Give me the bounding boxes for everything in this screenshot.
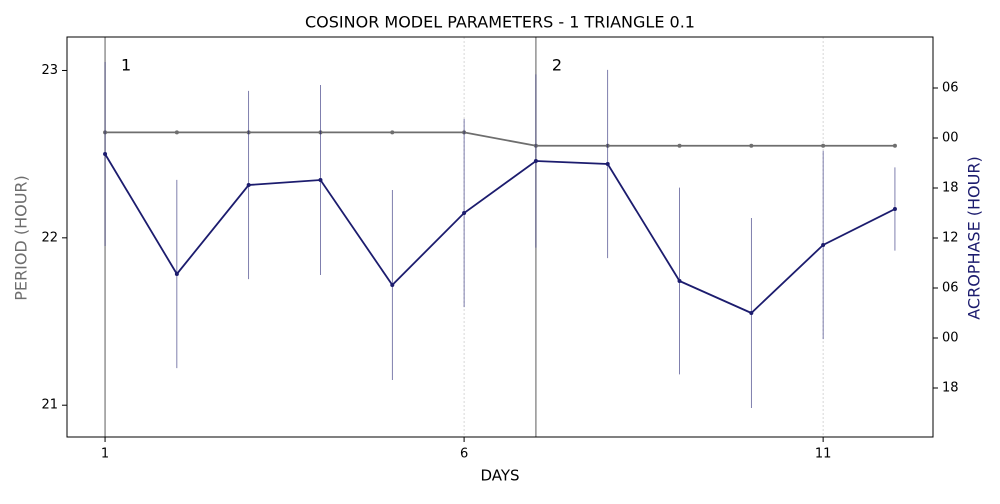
x-axis-label: DAYS: [480, 467, 519, 485]
point: [605, 162, 610, 166]
x-tick-label: 6: [460, 447, 468, 462]
series-line: [105, 131, 895, 147]
point: [390, 130, 395, 135]
y2-tick-label: 18: [942, 181, 959, 196]
point: [892, 207, 897, 211]
point: [821, 143, 826, 148]
y2-tick-label: 00: [942, 331, 959, 346]
y2-tick-label: 18: [942, 381, 959, 396]
point: [677, 279, 682, 283]
point: [821, 243, 826, 247]
y2-tick-label: 00: [942, 131, 959, 146]
point: [174, 272, 179, 276]
point: [749, 311, 754, 315]
y2-tick-label: 06: [942, 281, 959, 296]
marker-label: 2: [552, 56, 562, 75]
y2-axis-label: ACROPHASE (HOUR): [965, 156, 984, 319]
point: [318, 178, 323, 182]
point: [103, 152, 108, 156]
y-tick-label: 21: [41, 398, 58, 413]
series-line: [104, 153, 896, 315]
point: [677, 143, 682, 148]
point: [533, 159, 538, 163]
point: [174, 130, 179, 135]
chart-title: COSINOR MODEL PARAMETERS - 1 TRIANGLE 0.…: [305, 13, 695, 32]
marker-label: 1: [121, 56, 131, 75]
point: [246, 183, 251, 187]
x-tick-label: 1: [101, 447, 109, 462]
plot-frame: [66, 36, 934, 438]
y2-tick-label: 12: [942, 231, 959, 246]
y-tick-label: 22: [41, 230, 58, 245]
y-axis-label: PERIOD (HOUR): [12, 175, 31, 301]
point: [390, 283, 395, 287]
point: [892, 143, 897, 148]
y2-tick-label: 06: [942, 81, 959, 96]
point: [462, 211, 467, 215]
x-tick-label: 11: [815, 447, 832, 462]
y-tick-label: 23: [41, 63, 58, 78]
point: [749, 143, 754, 148]
